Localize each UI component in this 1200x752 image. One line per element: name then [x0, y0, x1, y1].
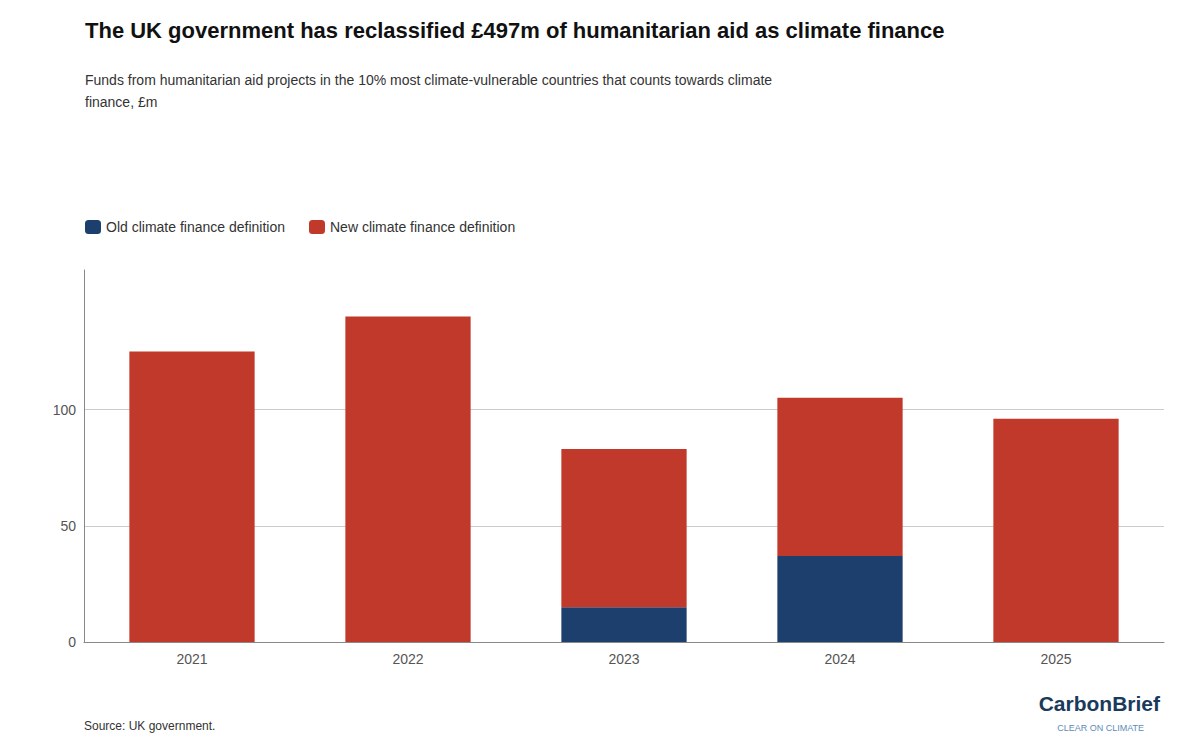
svg-text:Funds from humanitarian aid pr: Funds from humanitarian aid projects in … — [85, 72, 772, 88]
svg-text:50: 50 — [60, 518, 76, 534]
svg-text:The UK government has reclassi: The UK government has reclassified £497m… — [85, 18, 945, 43]
svg-text:2023: 2023 — [608, 651, 639, 667]
svg-text:CarbonBrief: CarbonBrief — [1039, 692, 1161, 715]
svg-text:Source: UK government.: Source: UK government. — [84, 719, 215, 733]
svg-text:100: 100 — [53, 402, 77, 418]
svg-text:2024: 2024 — [824, 651, 855, 667]
svg-text:2021: 2021 — [176, 651, 207, 667]
svg-text:0: 0 — [68, 634, 76, 650]
svg-text:2022: 2022 — [392, 651, 423, 667]
svg-text:CLEAR ON CLIMATE: CLEAR ON CLIMATE — [1057, 723, 1144, 733]
svg-text:finance, £m: finance, £m — [85, 94, 157, 110]
svg-text:2025: 2025 — [1040, 651, 1071, 667]
svg-text:New climate finance definition: New climate finance definition — [330, 219, 515, 235]
svg-text:Old climate finance definition: Old climate finance definition — [106, 219, 285, 235]
